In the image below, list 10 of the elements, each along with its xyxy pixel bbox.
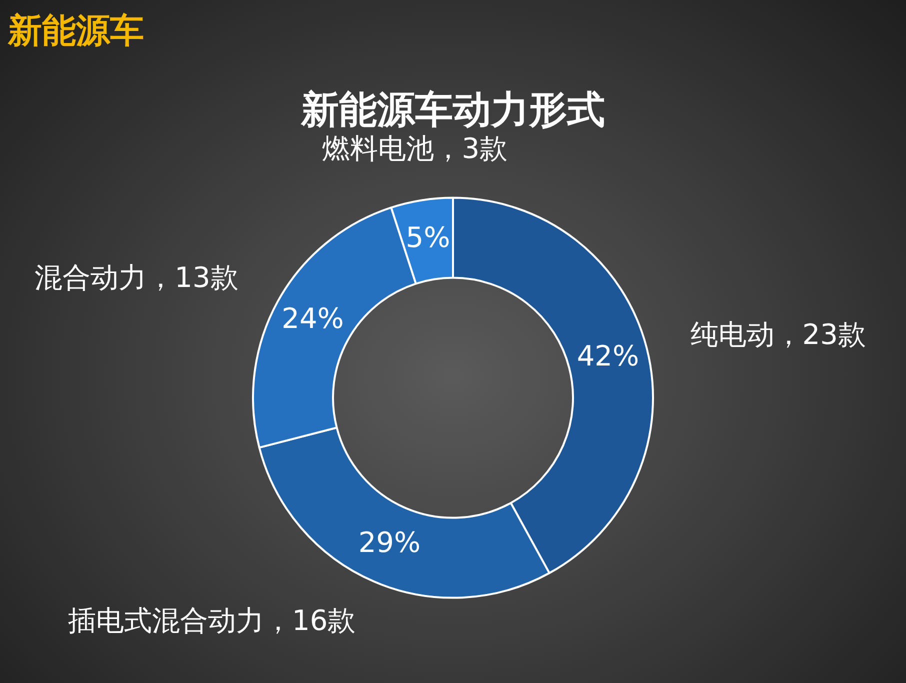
slice-label: 混合动力，13款: [34, 261, 238, 294]
data-label: 5%: [406, 221, 450, 254]
data-label: 42%: [576, 339, 640, 372]
text: 新能源车: [8, 10, 144, 53]
slice-label: 燃料电池，3款: [322, 132, 508, 166]
slice-label: 纯电动，23款: [690, 318, 866, 352]
data-label: 29%: [358, 526, 421, 559]
data-label: 24%: [282, 302, 344, 335]
chart-title: 新能源车动力形式: [300, 88, 605, 132]
slice-label: 插电式混合动力，16款: [68, 604, 356, 637]
